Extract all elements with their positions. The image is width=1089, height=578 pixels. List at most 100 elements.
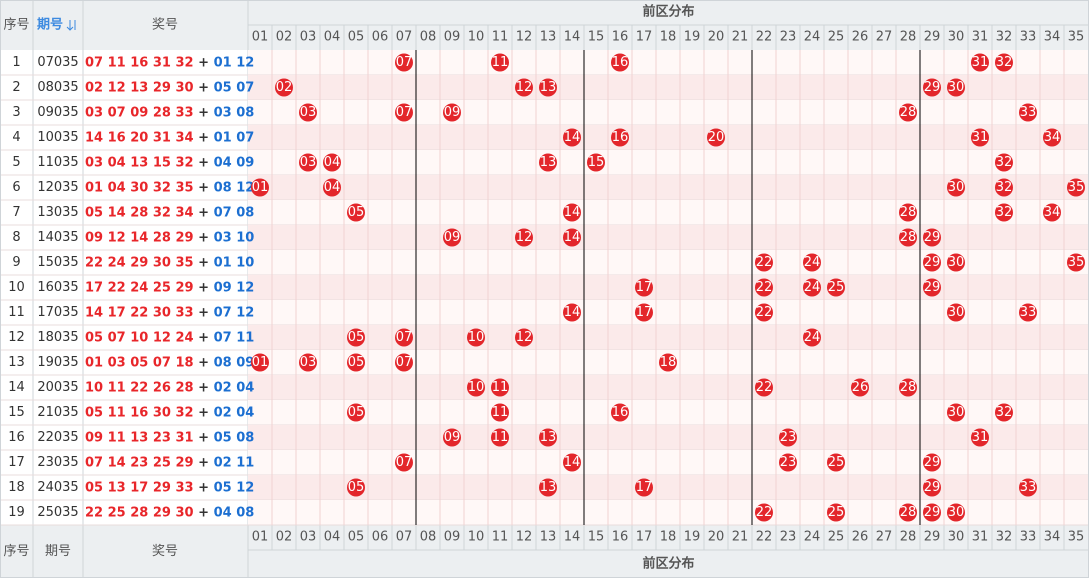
ball [923,253,941,272]
ball [299,103,317,122]
back-number: 01 [214,255,232,270]
number-header: 35 [1068,30,1085,45]
front-number: 03 [85,155,103,170]
ball [899,103,917,122]
number-header: 09 [444,30,461,45]
row-index: 7 [12,205,20,220]
separator: + [198,130,209,145]
ball-number: 03 [300,355,317,370]
ball-number: 25 [828,280,845,295]
number-header: 10 [468,30,485,45]
back-number: 10 [236,230,254,245]
front-number: 30 [176,505,194,520]
ball-number: 25 [828,455,845,470]
ball-number: 25 [828,505,845,520]
back-number: 04 [236,405,254,420]
number-header: 06 [372,30,389,45]
draw-numbers: 03 07 09 28 33 + 03 08 [85,105,254,120]
col-index-label: 序号 [3,544,29,559]
front-number: 13 [108,480,126,495]
ball [971,128,989,147]
back-number: 08 [236,105,254,120]
front-number: 11 [108,55,126,70]
ball-number: 05 [348,405,365,420]
ball-number: 01 [252,180,269,195]
ball-number: 32 [996,405,1013,420]
grid-row-bg [248,375,1089,400]
back-number: 07 [236,80,254,95]
row-issue: 14035 [37,230,78,245]
front-number: 24 [108,255,126,270]
draw-numbers: 01 03 05 07 18 + 08 09 [85,355,254,370]
number-header: 01 [252,530,269,545]
front-number: 29 [153,505,171,520]
ball [923,503,941,522]
ball [1043,203,1061,222]
back-number: 04 [214,155,232,170]
front-number: 13 [130,155,148,170]
back-number: 08 [236,430,254,445]
ball-number: 28 [900,205,917,220]
ball [803,278,821,297]
ball-number: 22 [756,305,773,320]
back-number: 02 [214,380,232,395]
grid-row-bg [248,475,1089,500]
front-number: 07 [108,330,126,345]
draw-numbers: 09 12 14 28 29 + 03 10 [85,230,254,245]
col-numbers-label: 奖号 [152,18,178,33]
grid-row-bg [248,425,1089,450]
ball [995,203,1013,222]
number-header: 07 [396,530,413,545]
ball [491,428,509,447]
number-header: 24 [804,530,821,545]
ball-number: 16 [612,55,629,70]
ball-number: 05 [348,355,365,370]
draw-numbers: 02 12 13 29 30 + 05 07 [85,80,254,95]
ball-number: 28 [900,380,917,395]
ball [803,328,821,347]
ball-number: 05 [348,330,365,345]
row-issue: 10035 [37,130,78,145]
ball [539,428,557,447]
ball [971,53,989,72]
number-header: 31 [972,30,989,45]
ball [347,203,365,222]
front-number: 29 [153,480,171,495]
row-index: 16 [8,430,25,445]
ball [899,503,917,522]
ball-number: 05 [348,205,365,220]
number-header: 34 [1044,530,1061,545]
row-issue: 22035 [37,430,78,445]
front-number: 23 [130,455,148,470]
front-number: 24 [176,330,194,345]
grid-row-bg [248,50,1089,75]
front-number: 12 [108,230,126,245]
ball [995,153,1013,172]
number-header: 08 [420,30,437,45]
front-number: 28 [176,380,194,395]
row-issue: 13035 [37,205,78,220]
sort-icon [66,20,76,31]
ball [563,303,581,322]
front-number: 07 [153,355,171,370]
ball-number: 18 [660,355,677,370]
front-number: 31 [176,430,194,445]
ball [779,428,797,447]
ball-number: 07 [396,55,413,70]
front-number: 30 [153,405,171,420]
number-header: 19 [684,30,701,45]
number-header: 30 [948,530,965,545]
separator: + [198,205,209,220]
back-number: 11 [236,455,254,470]
front-number: 13 [130,430,148,445]
ball [1067,178,1085,197]
front-number: 32 [153,180,171,195]
ball [995,403,1013,422]
draw-numbers: 05 11 16 30 32 + 02 04 [85,405,254,420]
back-number: 08 [236,205,254,220]
ball-number: 29 [924,480,941,495]
back-number: 07 [214,330,232,345]
front-number: 15 [153,155,171,170]
ball [395,453,413,472]
back-number: 01 [214,55,232,70]
